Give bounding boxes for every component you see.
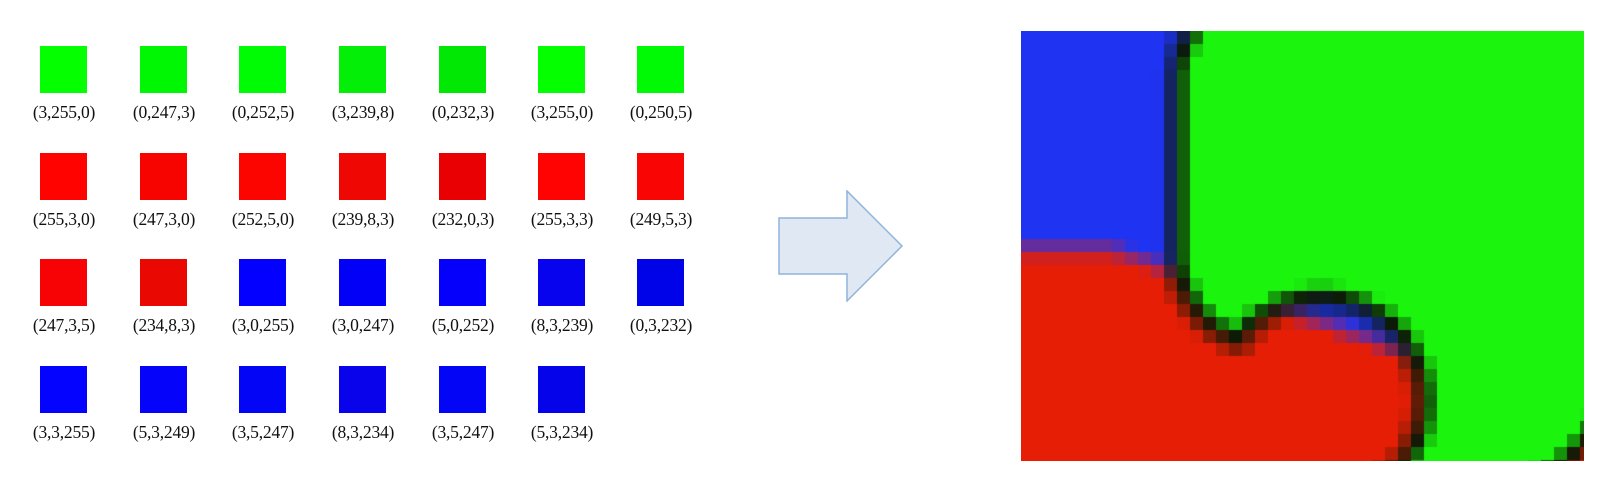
color-swatch <box>439 259 486 306</box>
rgb-label: (234,8,3) <box>132 315 196 335</box>
right-arrow-icon <box>778 190 904 302</box>
swatch-item: (255,3,0) <box>14 153 114 249</box>
color-swatch <box>40 153 87 200</box>
swatch-item: (3,0,255) <box>213 259 313 355</box>
swatch-item: (249,5,3) <box>611 153 711 249</box>
color-swatch <box>40 259 87 306</box>
rgb-label: (247,3,0) <box>132 209 196 229</box>
rgb-label: (0,250,5) <box>629 102 693 122</box>
color-swatch <box>538 366 585 413</box>
swatch-item: (3,5,247) <box>413 366 513 462</box>
arrow-shape <box>778 190 904 302</box>
color-swatch <box>339 366 386 413</box>
color-swatch <box>140 366 187 413</box>
color-swatch <box>538 259 585 306</box>
color-swatch <box>239 259 286 306</box>
rgb-label: (0,3,232) <box>629 315 693 335</box>
rgb-label: (3,0,247) <box>331 315 395 335</box>
swatch-item: (255,3,3) <box>512 153 612 249</box>
color-swatch <box>239 46 286 93</box>
rgb-label: (3,0,255) <box>231 315 295 335</box>
color-swatch <box>140 46 187 93</box>
swatch-item: (3,5,247) <box>213 366 313 462</box>
color-swatch-grid: (3,255,0) (0,247,3) (0,252,5) (3,239,8) (0,2… <box>0 0 720 495</box>
color-swatch <box>538 153 585 200</box>
swatch-item: (3,3,255) <box>14 366 114 462</box>
swatch-item: (232,0,3) <box>413 153 513 249</box>
rgb-label: (3,5,247) <box>431 422 495 442</box>
rgb-label: (232,0,3) <box>431 209 495 229</box>
swatch-item: (3,255,0) <box>14 46 114 142</box>
swatch-item: (247,3,0) <box>114 153 214 249</box>
color-swatch <box>339 46 386 93</box>
color-swatch <box>40 46 87 93</box>
color-swatch <box>339 153 386 200</box>
rgb-label: (0,247,3) <box>132 102 196 122</box>
rgb-label: (252,5,0) <box>231 209 295 229</box>
color-swatch <box>538 46 585 93</box>
swatch-item: (8,3,234) <box>313 366 413 462</box>
swatch-item: (239,8,3) <box>313 153 413 249</box>
rgb-label: (5,0,252) <box>431 315 495 335</box>
color-swatch <box>239 153 286 200</box>
color-swatch <box>439 366 486 413</box>
color-swatch <box>637 259 684 306</box>
segmented-output-image <box>1021 31 1584 461</box>
rgb-label: (5,3,249) <box>132 422 196 442</box>
rgb-label: (239,8,3) <box>331 209 395 229</box>
swatch-item: (0,232,3) <box>413 46 513 142</box>
color-swatch <box>637 46 684 93</box>
rgb-label: (3,255,0) <box>530 102 594 122</box>
rgb-label: (3,239,8) <box>331 102 395 122</box>
color-swatch <box>40 366 87 413</box>
swatch-item: (234,8,3) <box>114 259 214 355</box>
swatch-item: (3,239,8) <box>313 46 413 142</box>
color-swatch <box>637 153 684 200</box>
swatch-item: (8,3,239) <box>512 259 612 355</box>
swatch-item: (5,3,234) <box>512 366 612 462</box>
color-swatch <box>439 46 486 93</box>
color-swatch <box>439 153 486 200</box>
rgb-label: (8,3,234) <box>331 422 395 442</box>
swatch-item: (252,5,0) <box>213 153 313 249</box>
color-swatch <box>239 366 286 413</box>
color-swatch <box>140 259 187 306</box>
color-swatch <box>339 259 386 306</box>
rgb-label: (0,232,3) <box>431 102 495 122</box>
color-swatch <box>140 153 187 200</box>
swatch-item: (3,255,0) <box>512 46 612 142</box>
rgb-label: (247,3,5) <box>32 315 96 335</box>
swatch-item: (5,0,252) <box>413 259 513 355</box>
rgb-label: (3,255,0) <box>32 102 96 122</box>
rgb-label: (5,3,234) <box>530 422 594 442</box>
rgb-label: (8,3,239) <box>530 315 594 335</box>
swatch-item: (0,247,3) <box>114 46 214 142</box>
swatch-item: (0,3,232) <box>611 259 711 355</box>
swatch-item: (247,3,5) <box>14 259 114 355</box>
rgb-label: (249,5,3) <box>629 209 693 229</box>
rgb-label: (255,3,0) <box>32 209 96 229</box>
rgb-label: (3,3,255) <box>32 422 96 442</box>
rgb-label: (0,252,5) <box>231 102 295 122</box>
rgb-label: (255,3,3) <box>530 209 594 229</box>
swatch-item: (0,250,5) <box>611 46 711 142</box>
swatch-item: (0,252,5) <box>213 46 313 142</box>
swatch-item: (3,0,247) <box>313 259 413 355</box>
swatch-item: (5,3,249) <box>114 366 214 462</box>
rgb-label: (3,5,247) <box>231 422 295 442</box>
